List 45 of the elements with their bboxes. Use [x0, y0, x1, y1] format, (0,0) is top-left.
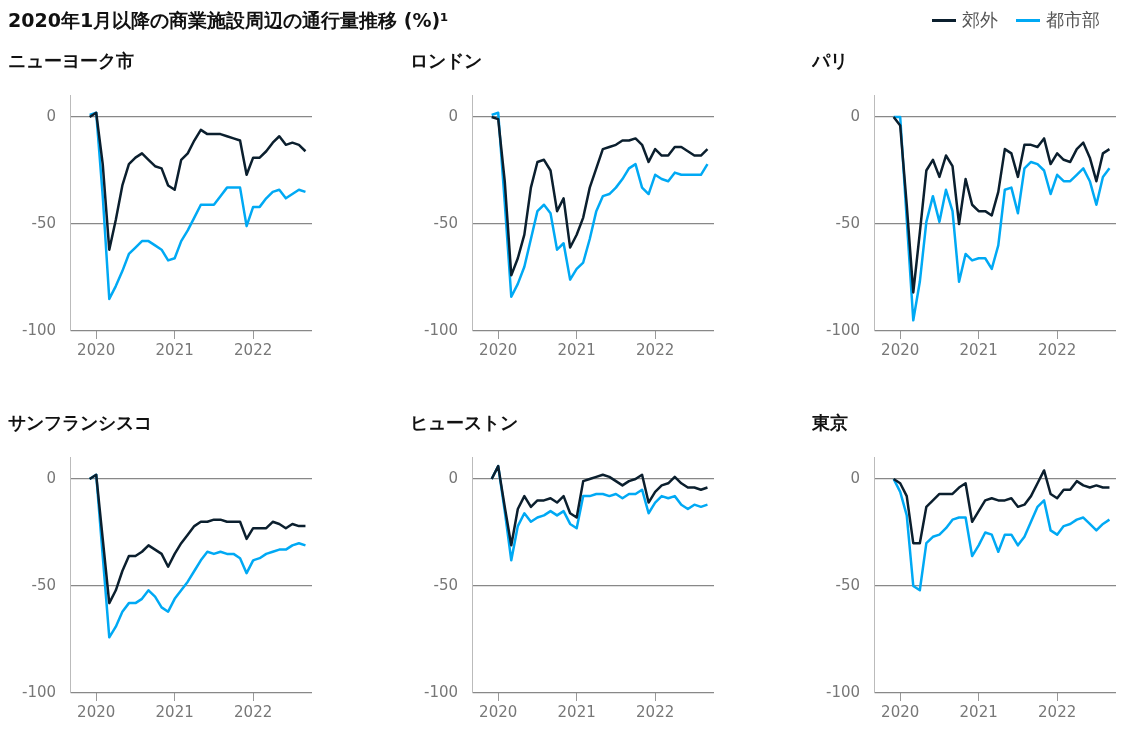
chart-title: ニューヨーク市	[8, 50, 134, 72]
y-tick-label: -50	[31, 213, 57, 232]
chart-title: ヒューストン	[410, 412, 518, 434]
x-tick-label: 2020	[479, 702, 518, 721]
chart-title: パリ	[811, 50, 848, 72]
chart-title: ロンドン	[410, 50, 482, 72]
y-tick-label: 0	[850, 468, 861, 487]
y-tick-label: -100	[826, 320, 861, 339]
x-tick-label: 2021	[155, 702, 194, 721]
x-tick-label: 2022	[636, 340, 675, 359]
y-tick-label: 0	[448, 468, 459, 487]
x-tick-label: 2021	[155, 340, 194, 359]
y-tick-label: 0	[46, 468, 57, 487]
y-tick-label: 0	[46, 106, 57, 125]
legend-label: 郊外	[962, 8, 998, 32]
x-tick-label: 2020	[881, 340, 920, 359]
y-tick-label: -100	[424, 682, 459, 701]
x-tick-label: 2020	[77, 702, 116, 721]
x-tick-label: 2020	[77, 340, 116, 359]
x-tick-label: 2022	[234, 340, 273, 359]
chart-subtitle: 2020年1月以降の商業施設周辺の通行量推移 (%)¹	[8, 8, 449, 33]
y-tick-label: -50	[433, 575, 459, 594]
y-tick-label: -50	[835, 213, 861, 232]
legend-label: 都市部	[1046, 8, 1100, 32]
chart-title: 東京	[811, 412, 848, 434]
x-tick-label: 2022	[636, 702, 675, 721]
y-tick-label: 0	[448, 106, 459, 125]
y-tick-label: 0	[850, 106, 861, 125]
x-tick-label: 2021	[959, 702, 998, 721]
x-tick-label: 2021	[557, 702, 596, 721]
x-tick-label: 2020	[479, 340, 518, 359]
y-tick-label: -50	[31, 575, 57, 594]
x-tick-label: 2022	[1038, 702, 1077, 721]
y-tick-label: -100	[424, 320, 459, 339]
x-tick-label: 2020	[881, 702, 920, 721]
chart-title: サンフランシスコ	[8, 412, 152, 434]
y-tick-label: -50	[835, 575, 861, 594]
y-tick-label: -100	[22, 320, 57, 339]
y-tick-label: -50	[433, 213, 459, 232]
y-tick-label: -100	[22, 682, 57, 701]
y-tick-label: -100	[826, 682, 861, 701]
x-tick-label: 2021	[959, 340, 998, 359]
x-tick-label: 2022	[1038, 340, 1077, 359]
x-tick-label: 2022	[234, 702, 273, 721]
x-tick-label: 2021	[557, 340, 596, 359]
